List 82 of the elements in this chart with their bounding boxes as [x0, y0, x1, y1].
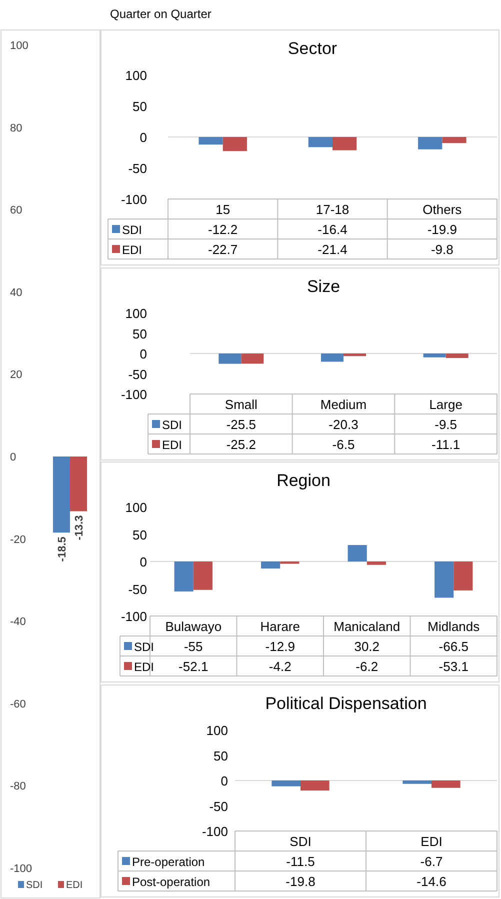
chart-title: Region	[276, 471, 330, 490]
y-tick-label: -20	[10, 534, 26, 546]
x-tick-label: Bulawayo	[165, 619, 222, 634]
x-tick-label: Others	[422, 202, 462, 217]
data-label: -6.2	[356, 659, 378, 674]
legend-label: EDI	[66, 880, 83, 891]
y-tick-label: 0	[140, 346, 147, 362]
data-label: -19.9	[427, 222, 457, 237]
y-tick-label: 80	[10, 122, 22, 134]
x-tick-label: Harare	[260, 619, 300, 634]
data-label: -66.5	[438, 639, 468, 654]
y-tick-label: 100	[10, 40, 28, 52]
chart-title: Sector	[288, 39, 338, 58]
y-tick-label: -100	[120, 609, 147, 624]
chart-title: Size	[306, 277, 340, 296]
y-tick-label: -50	[209, 798, 228, 814]
text: Quarter on Quarter	[110, 7, 212, 21]
legend-label: Post-operation	[132, 875, 210, 889]
data-label: -9.5	[434, 417, 458, 432]
data-label: -13.3	[74, 515, 86, 540]
x-tick-label: 15	[216, 202, 230, 217]
data-label: -6.7	[420, 854, 443, 869]
legend-label: EDI	[162, 438, 182, 452]
data-label: -25.2	[226, 437, 256, 452]
x-tick-label: Medium	[320, 397, 367, 412]
legend-label: EDI	[134, 660, 154, 674]
y-tick-label: 60	[10, 204, 22, 217]
data-label: -20.3	[328, 417, 358, 432]
data-label: -52.1	[178, 659, 208, 674]
x-tick-label: Large	[429, 397, 462, 412]
data-label: -21.4	[318, 242, 348, 257]
x-tick-label: Small	[224, 397, 258, 412]
data-label: -9.8	[430, 242, 454, 257]
data-label: -4.2	[268, 659, 292, 674]
data-label: 30.2	[354, 639, 380, 654]
y-tick-label: 40	[10, 286, 22, 299]
y-tick-label: 50	[132, 99, 147, 114]
data-label: -12.2	[208, 222, 238, 237]
y-tick-label: -100	[120, 192, 147, 207]
y-tick-label: 50	[132, 326, 147, 342]
y-tick-label: -50	[128, 366, 147, 382]
y-tick-label: -100	[10, 863, 32, 875]
legend-label: SDI	[26, 880, 43, 891]
y-tick-label: 20	[10, 369, 22, 382]
legend-label: SDI	[162, 418, 182, 432]
legend-label: SDI	[134, 640, 154, 654]
y-tick-label: -40	[10, 616, 26, 628]
x-tick-label: 17-18	[316, 202, 350, 217]
y-tick-label: 0	[10, 452, 16, 464]
x-tick-label: Midlands	[428, 619, 480, 634]
y-tick-label: -80	[10, 780, 26, 793]
legend-label: EDI	[122, 243, 142, 257]
y-tick-label: -50	[128, 161, 147, 176]
x-tick-label: Manicaland	[334, 619, 400, 634]
data-label: -11.5	[286, 854, 315, 869]
data-label: -11.1	[431, 437, 460, 452]
y-tick-label: -100	[202, 824, 228, 839]
legend-label: Pre-operation	[132, 855, 205, 869]
data-label: -55	[184, 639, 203, 654]
data-label: -6.5	[332, 437, 355, 452]
data-label: -12.9	[265, 639, 295, 654]
y-tick-label: 50	[132, 527, 147, 542]
data-label: -18.5	[56, 536, 68, 562]
y-tick-label: -60	[10, 698, 26, 710]
data-label: -14.6	[416, 874, 446, 889]
data-label: -19.8	[286, 874, 316, 889]
chart-title: Political Dispensation	[265, 694, 427, 713]
y-tick-label: 50	[214, 748, 228, 764]
legend-label: SDI	[122, 223, 142, 237]
data-label: -53.1	[438, 659, 468, 674]
y-tick-label: 100	[125, 68, 147, 83]
y-tick-label: 0	[220, 774, 228, 788]
data-label: -22.7	[208, 242, 238, 257]
data-label: -16.4	[318, 222, 348, 237]
y-tick-label: -50	[128, 582, 147, 597]
y-tick-label: 0	[140, 130, 147, 145]
data-label: -25.5	[226, 417, 256, 432]
y-tick-label: -100	[120, 387, 147, 402]
y-tick-label: 100	[206, 723, 228, 738]
y-tick-label: 100	[125, 306, 147, 321]
y-tick-label: 0	[140, 554, 147, 570]
y-tick-label: 100	[125, 500, 147, 515]
